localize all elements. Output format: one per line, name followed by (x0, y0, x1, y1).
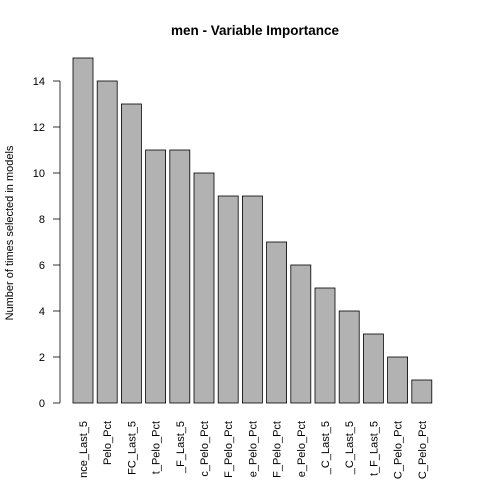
bar (338, 310, 360, 404)
x-tick-label: _C_Last_5 (320, 421, 332, 475)
bar (145, 149, 167, 404)
x-tick-label: _F_Last_5 (175, 421, 187, 474)
y-tick-label: 6 (39, 260, 45, 272)
bar (411, 379, 433, 404)
x-tick-label: t_F_Last_5 (368, 421, 380, 476)
bar (290, 264, 312, 404)
bar (387, 356, 409, 404)
x-tick-label: C_Pelo_Pct (417, 421, 429, 479)
bar (362, 333, 384, 404)
bar (169, 149, 191, 404)
x-tick-label: nce_Last_5 (78, 421, 90, 478)
y-tick-label: 12 (33, 122, 45, 134)
x-tick-label: e_Pelo_Pct (247, 421, 259, 477)
bar (72, 57, 94, 404)
x-tick-label: e_Pelo_Pct (296, 421, 308, 477)
bar (217, 195, 239, 404)
chart-title: men - Variable Importance (171, 23, 340, 38)
x-tick-label: Pelo_Pct (102, 421, 114, 465)
x-tick-label: C_Pelo_Pct (393, 421, 405, 479)
bars-group (72, 57, 433, 404)
x-tick-label: c_Pelo_Pct (199, 421, 211, 477)
y-axis-label: Number of times selected in models (4, 145, 16, 320)
y-tick-label: 0 (39, 398, 45, 410)
y-axis: 0 2 4 6 8 10 12 14 (33, 76, 61, 410)
x-tick-label: F_Pelo_Pct (223, 421, 235, 478)
x-axis-tick-labels: nce_Last_5 Pelo_Pct FC_Last_5 t_Pelo_Pct _F_… (78, 421, 429, 479)
bar (266, 241, 288, 404)
y-tick-label: 8 (39, 214, 45, 226)
y-tick-label: 14 (33, 76, 45, 88)
bar (241, 195, 263, 404)
x-tick-label: FC_Last_5 (126, 421, 138, 475)
bar (314, 287, 336, 404)
y-tick-label: 4 (39, 306, 45, 318)
bar (96, 80, 118, 404)
y-tick-label: 2 (39, 352, 45, 364)
bar (121, 103, 142, 404)
y-tick-label: 10 (33, 168, 45, 180)
x-tick-label: _C_Last_5 (344, 421, 356, 475)
x-tick-label: t_Pelo_Pct (151, 421, 163, 474)
bar (193, 172, 215, 404)
x-tick-label: F_Pelo_Pct (272, 421, 284, 478)
